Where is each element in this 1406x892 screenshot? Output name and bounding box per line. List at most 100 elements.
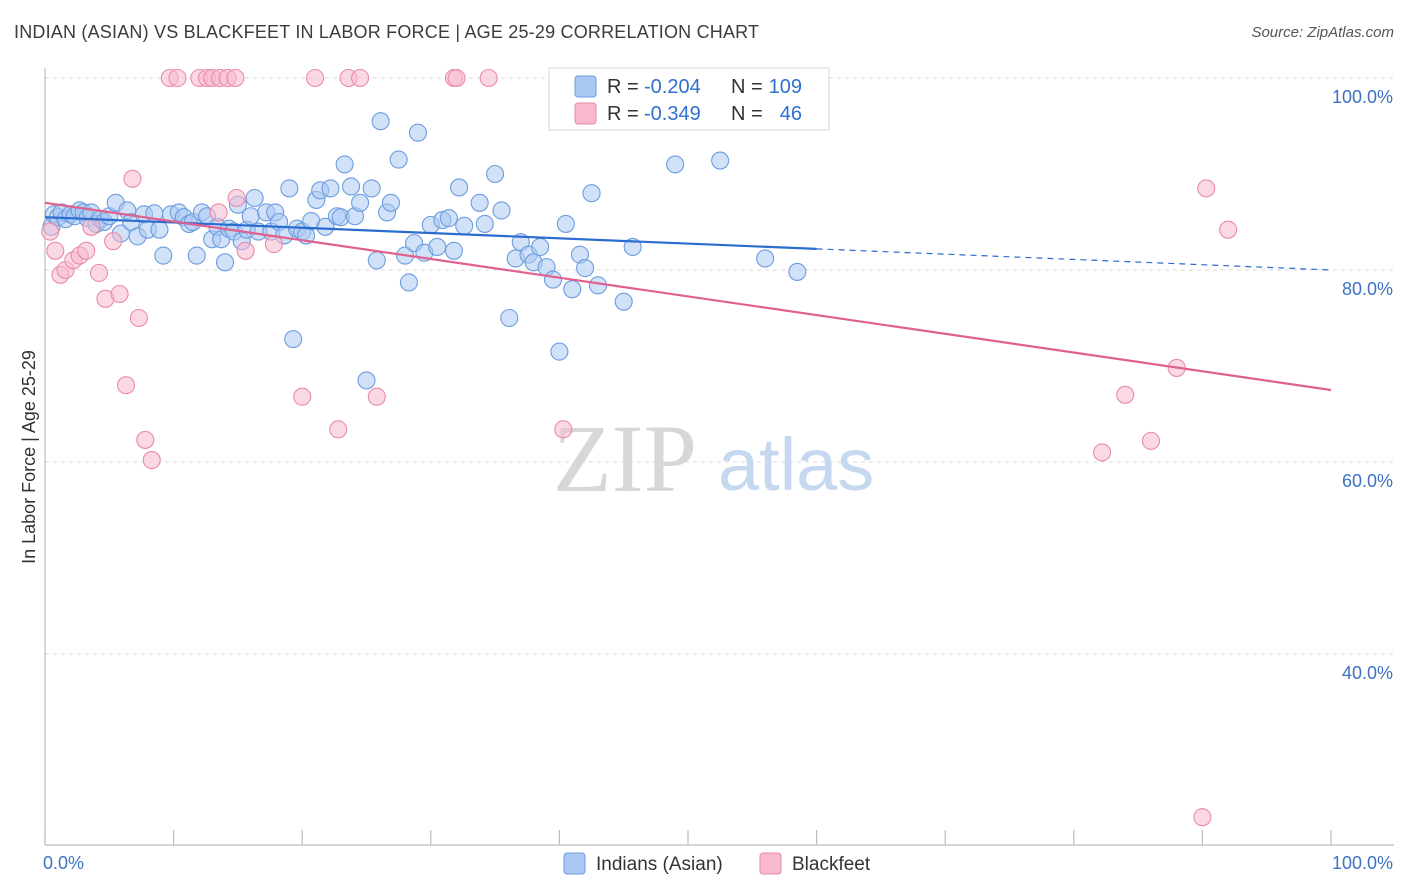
blackfeet-point-11 (110, 284, 129, 304)
trend-lines (44, 201, 1332, 392)
indians-point-79 (428, 237, 447, 257)
bottom-legend-label-indians: Indians (Asian) (596, 854, 723, 875)
indians-point-43 (245, 188, 264, 208)
legend-n-value-blackfeet: 46 (780, 103, 802, 125)
blackfeet-point-40 (1116, 385, 1135, 404)
trend-line-indians-extension (816, 248, 1332, 271)
indians-point-24 (154, 246, 173, 265)
chart-title: INDIAN (ASIAN) VS BLACKFEET IN LABOR FOR… (14, 22, 760, 42)
y-tick-label-40: 40.0% (1342, 663, 1393, 683)
blackfeet-point-27 (236, 241, 255, 260)
indians-point-104 (614, 292, 633, 311)
legend-n-label-blackfeet: N = (731, 103, 763, 125)
bottom-legend-swatch-indians (563, 852, 586, 875)
indians-point-83 (450, 178, 469, 197)
bottom-legend-swatch-blackfeet (759, 852, 782, 875)
series-blackfeet-points (41, 68, 1238, 827)
indians-point-50 (280, 179, 299, 198)
blackfeet-point-8 (89, 263, 109, 282)
blackfeet-point-41 (1141, 431, 1161, 450)
watermark-atlas: atlas (718, 423, 874, 506)
indians-point-89 (500, 308, 519, 328)
blackfeet-point-16 (142, 451, 161, 470)
watermark-zip: ZIP (553, 405, 697, 512)
indians-point-81 (439, 209, 458, 228)
blackfeet-point-31 (329, 420, 348, 439)
indians-point-85 (470, 193, 489, 212)
indians-point-101 (576, 259, 595, 278)
blackfeet-point-29 (293, 387, 312, 406)
watermark: ZIP atlas (553, 405, 874, 512)
series-indians-points (42, 112, 807, 390)
legend-swatch-indians (574, 75, 597, 98)
blackfeet-point-38 (554, 420, 573, 439)
indians-point-69 (371, 112, 390, 131)
indians-point-67 (362, 179, 381, 198)
indians-point-42 (241, 207, 260, 226)
blackfeet-point-15 (136, 430, 155, 449)
blackfeet-point-25 (209, 203, 228, 222)
legend-r-label-indians: R = (607, 76, 639, 98)
blackfeet-point-0 (41, 222, 60, 241)
x-tick-label-max: 100.0% (1332, 853, 1393, 873)
indians-point-72 (389, 150, 408, 169)
indians-point-109 (788, 262, 807, 281)
blackfeet-point-6 (77, 241, 96, 260)
axes (44, 68, 1394, 846)
indians-point-82 (444, 241, 463, 260)
indians-point-66 (357, 371, 376, 390)
indians-point-88 (492, 201, 511, 220)
blackfeet-point-7 (82, 217, 101, 236)
blackfeet-point-43 (1193, 808, 1212, 827)
blackfeet-point-1 (46, 241, 65, 260)
indians-point-97 (550, 342, 569, 361)
indians-point-103 (588, 276, 608, 295)
y-tick-label-100: 100.0% (1332, 87, 1393, 107)
indians-point-84 (455, 216, 474, 235)
legend-n-value-indians: 109 (769, 76, 802, 98)
legend-r-label-blackfeet: R = (607, 103, 639, 125)
indians-point-51 (284, 330, 303, 349)
blackfeet-point-36 (447, 68, 466, 88)
indians-point-87 (486, 164, 505, 184)
blackfeet-point-39 (1093, 443, 1112, 462)
blackfeet-point-44 (1197, 179, 1216, 198)
y-tick-labels: 40.0% 60.0% 80.0% 100.0% (1332, 87, 1393, 683)
indians-point-102 (582, 184, 601, 203)
indians-point-58 (316, 217, 335, 236)
blackfeet-point-13 (123, 169, 142, 188)
indians-point-59 (321, 179, 340, 198)
indians-point-76 (408, 123, 427, 142)
indians-point-71 (381, 193, 400, 212)
indians-point-94 (531, 237, 550, 257)
indians-point-96 (543, 270, 563, 289)
indians-point-23 (150, 220, 169, 239)
blackfeet-point-24 (226, 68, 245, 88)
indians-point-36 (215, 253, 235, 272)
blackfeet-point-14 (129, 308, 148, 328)
blackfeet-point-33 (351, 68, 370, 88)
bottom-legend-label-blackfeet: Blackfeet (792, 854, 871, 875)
blackfeet-point-28 (264, 235, 283, 254)
indians-point-99 (563, 280, 582, 299)
indians-point-107 (711, 151, 730, 170)
x-tick-labels: 0.0% 100.0% (43, 853, 1393, 873)
indians-point-74 (399, 273, 418, 292)
legend-swatch-blackfeet (574, 102, 597, 125)
indians-point-30 (187, 246, 206, 265)
indians-point-86 (475, 214, 494, 233)
legend: R = -0.204 N = 109 R = -0.349 N = 46 (548, 67, 830, 131)
bottom-legend: Indians (Asian) Blackfeet (563, 852, 871, 875)
indians-point-106 (666, 155, 685, 174)
y-axis-title: In Labor Force | Age 25-29 (19, 350, 39, 564)
y-tick-label-80: 80.0% (1342, 279, 1393, 299)
legend-n-label-indians: N = (731, 76, 763, 98)
legend-r-value-blackfeet: -0.349 (644, 103, 701, 125)
x-tick-label-min: 0.0% (43, 853, 84, 873)
blackfeet-point-30 (306, 68, 325, 88)
source-label: Source: ZipAtlas.com (1251, 24, 1394, 41)
indians-point-105 (623, 237, 642, 257)
indians-point-98 (556, 214, 575, 233)
indians-point-68 (367, 251, 386, 270)
